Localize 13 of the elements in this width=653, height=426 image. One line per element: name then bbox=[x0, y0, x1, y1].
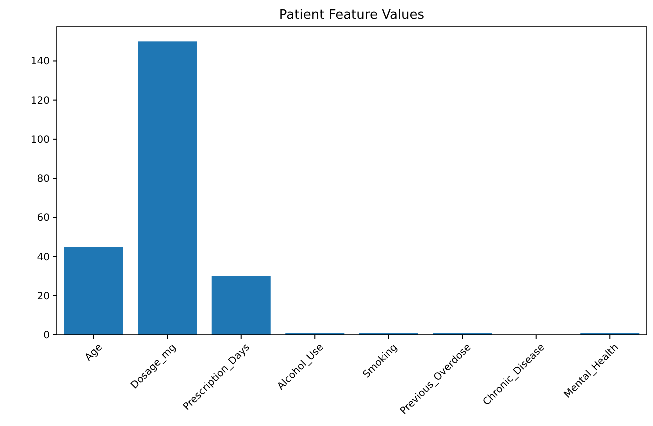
y-tick-label: 40 bbox=[37, 252, 50, 264]
x-tick-label: Age bbox=[83, 342, 105, 364]
y-tick-label: 80 bbox=[37, 174, 50, 186]
y-tick-label: 60 bbox=[37, 213, 50, 224]
bar bbox=[64, 247, 124, 335]
y-tick-label: 120 bbox=[30, 96, 50, 107]
bar bbox=[138, 42, 198, 335]
chart-title: Patient Feature Values bbox=[279, 8, 425, 23]
y-tick-label: 20 bbox=[37, 291, 50, 302]
y-tick-label: 100 bbox=[30, 134, 50, 146]
bar bbox=[212, 276, 271, 335]
y-tick-label: 0 bbox=[44, 330, 50, 342]
y-tick-label: 140 bbox=[30, 56, 50, 68]
